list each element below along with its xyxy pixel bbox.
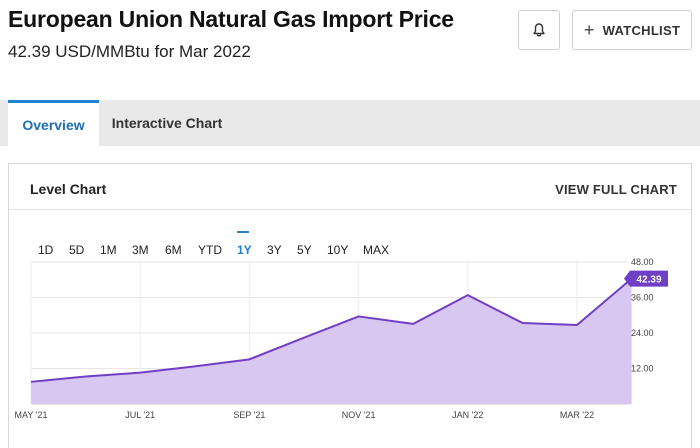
notification-button[interactable]: [518, 10, 560, 50]
series-area: [31, 278, 632, 404]
card-header: Level Chart VIEW FULL CHART: [9, 164, 691, 210]
bell-icon: [533, 23, 545, 37]
range-1d[interactable]: 1D: [38, 243, 54, 257]
range-6m[interactable]: 6M: [165, 243, 182, 257]
x-tick-label: JUL '21: [125, 410, 155, 420]
range-5d[interactable]: 5D: [69, 243, 85, 257]
x-tick-label: NOV '21: [342, 410, 376, 420]
watchlist-label: WATCHLIST: [602, 22, 681, 38]
range-ytd[interactable]: YTD: [198, 243, 222, 257]
y-tick-label: 24.00: [631, 328, 654, 338]
page-title: European Union Natural Gas Import Price: [8, 6, 454, 32]
range-1y[interactable]: 1Y: [237, 243, 252, 257]
range-max[interactable]: MAX: [363, 243, 390, 257]
series-line: [30, 277, 633, 383]
range-10y[interactable]: 10Y: [327, 243, 349, 257]
watchlist-button[interactable]: + WATCHLIST: [572, 10, 692, 50]
x-tick-label: MAY '21: [15, 410, 48, 420]
range-3y[interactable]: 3Y: [267, 243, 282, 257]
x-tick-label: SEP '21: [233, 410, 265, 420]
card-title: Level Chart: [30, 181, 107, 197]
active-range-marker: [237, 231, 249, 233]
y-tick-label: 48.00: [631, 257, 654, 267]
x-tick-label: MAR '22: [560, 410, 594, 420]
tab-overview[interactable]: Overview: [8, 100, 99, 146]
x-tick-label: JAN '22: [452, 410, 483, 420]
page-subtitle: 42.39 USD/MMBtu for Mar 2022: [8, 42, 251, 61]
tab-bar: Overview Interactive Chart: [0, 100, 700, 146]
y-tick-label: 36.00: [631, 293, 654, 303]
tab-interactive-chart[interactable]: Interactive Chart: [111, 115, 223, 131]
range-1m[interactable]: 1M: [100, 243, 117, 257]
last-value-badge: [624, 270, 668, 287]
view-full-chart-link[interactable]: VIEW FULL CHART: [555, 182, 677, 197]
range-5y[interactable]: 5Y: [297, 243, 312, 257]
range-3m[interactable]: 3M: [132, 243, 149, 257]
last-value-label: 42.39: [636, 275, 661, 286]
plus-icon: +: [583, 20, 595, 40]
y-tick-label: 12.00: [631, 364, 654, 374]
